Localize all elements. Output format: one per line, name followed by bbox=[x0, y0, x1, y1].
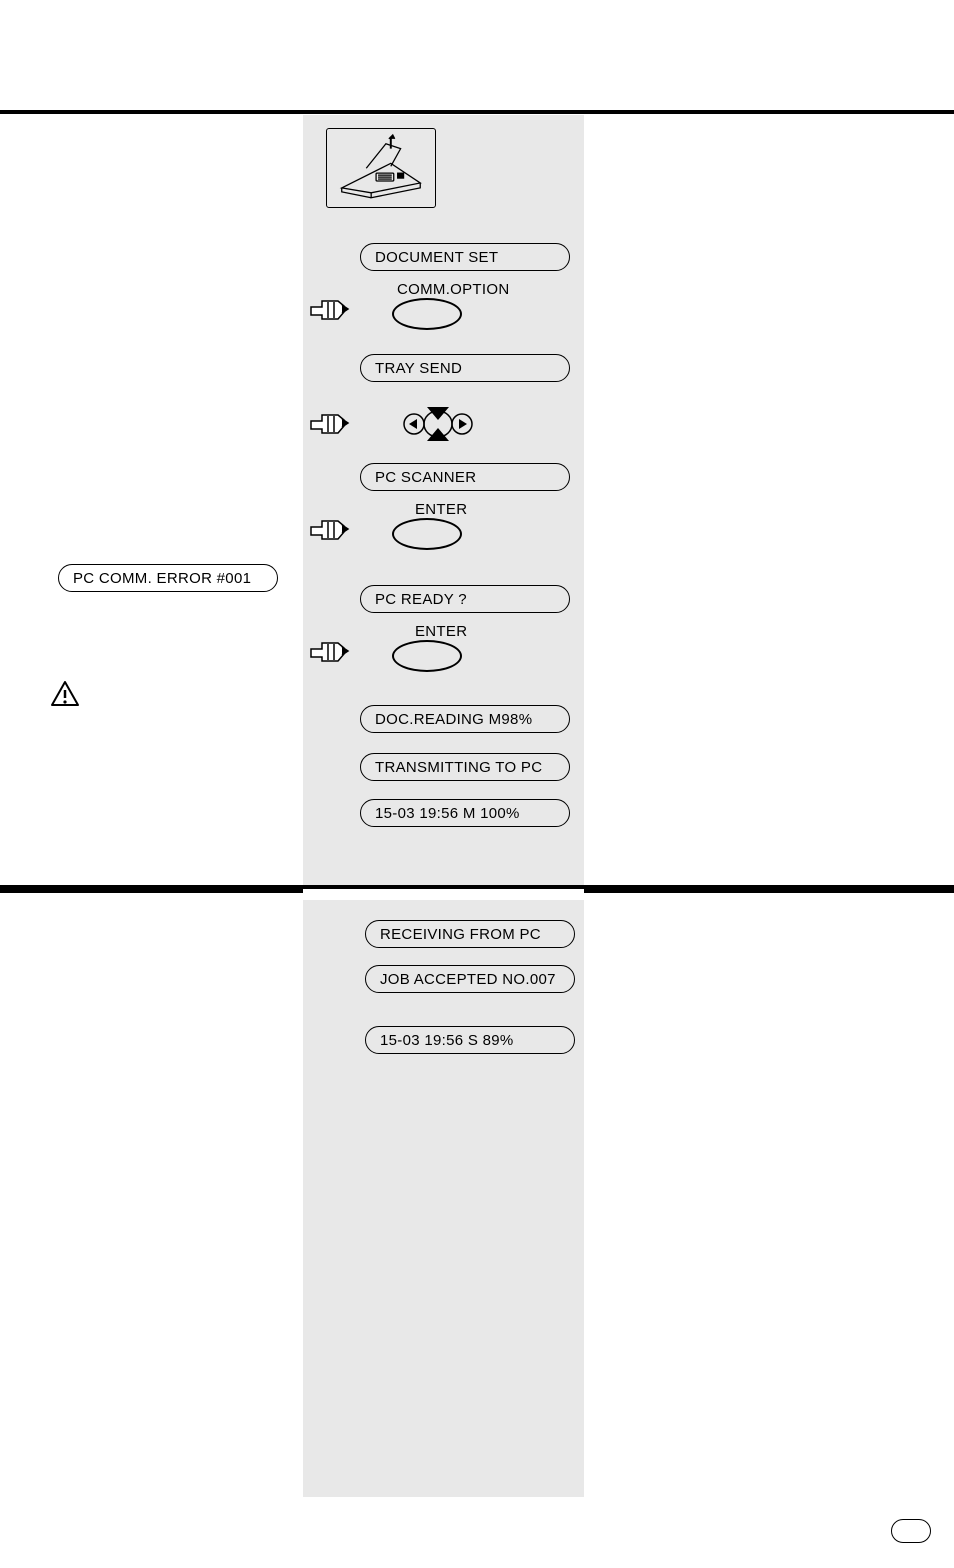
lcd-display: RECEIVING FROM PC bbox=[365, 920, 575, 948]
fax-device-icon bbox=[327, 129, 435, 208]
enter-button[interactable] bbox=[392, 518, 462, 550]
lcd-text: JOB ACCEPTED NO.007 bbox=[380, 971, 556, 988]
press-hand-icon bbox=[310, 411, 350, 437]
button-label: ENTER bbox=[415, 623, 467, 640]
comm-option-button[interactable] bbox=[392, 298, 462, 330]
lcd-display: DOCUMENT SET bbox=[360, 243, 570, 271]
caution-icon bbox=[50, 680, 80, 708]
page-number-pill bbox=[891, 1519, 931, 1543]
lcd-display-error: PC COMM. ERROR #001 bbox=[58, 564, 278, 592]
press-hand-icon bbox=[310, 517, 350, 543]
lcd-text: 15-03 19:56 M 100% bbox=[375, 805, 520, 822]
lcd-text: 15-03 19:56 S 89% bbox=[380, 1032, 514, 1049]
lcd-display: DOC.READING M98% bbox=[360, 705, 570, 733]
lcd-display: 15-03 19:56 M 100% bbox=[360, 799, 570, 827]
lcd-text: TRAY SEND bbox=[375, 360, 462, 377]
lcd-display: TRANSMITTING TO PC bbox=[360, 753, 570, 781]
press-hand-icon bbox=[310, 639, 350, 665]
enter-button[interactable] bbox=[392, 640, 462, 672]
lcd-display: 15-03 19:56 S 89% bbox=[365, 1026, 575, 1054]
dpad-button[interactable] bbox=[403, 405, 473, 443]
lcd-display: TRAY SEND bbox=[360, 354, 570, 382]
press-hand-icon bbox=[310, 297, 350, 323]
lcd-text: TRANSMITTING TO PC bbox=[375, 759, 542, 776]
button-label: COMM.OPTION bbox=[397, 281, 509, 298]
button-label: ENTER bbox=[415, 501, 467, 518]
top-rule bbox=[0, 110, 954, 114]
lcd-text: DOCUMENT SET bbox=[375, 249, 498, 266]
lcd-text: PC COMM. ERROR #001 bbox=[73, 570, 251, 587]
lcd-text: PC SCANNER bbox=[375, 469, 476, 486]
lcd-text: DOC.READING M98% bbox=[375, 711, 532, 728]
device-illustration-frame bbox=[326, 128, 436, 208]
lcd-text: RECEIVING FROM PC bbox=[380, 926, 541, 943]
lcd-display: PC SCANNER bbox=[360, 463, 570, 491]
lcd-text: PC READY ? bbox=[375, 591, 467, 608]
lcd-display: PC READY ? bbox=[360, 585, 570, 613]
section-divider-right bbox=[584, 885, 954, 893]
lcd-display: JOB ACCEPTED NO.007 bbox=[365, 965, 575, 993]
